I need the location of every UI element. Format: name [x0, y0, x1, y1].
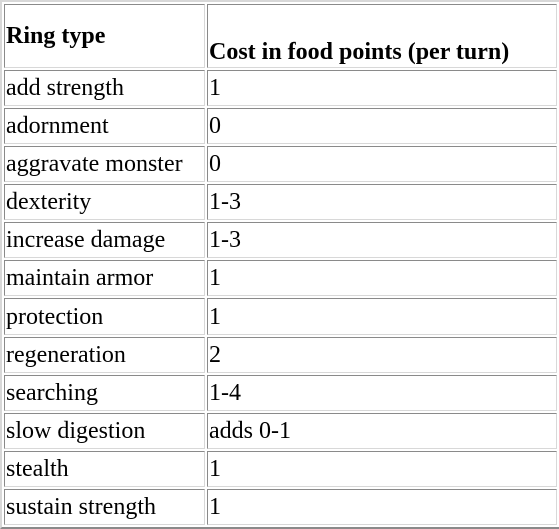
- header-food-cost: Cost in food points (per turn): [207, 4, 557, 68]
- food-cost-cell: 1: [207, 260, 557, 297]
- food-cost-cell: 1: [207, 450, 557, 487]
- food-cost-cell: 1: [207, 70, 557, 107]
- ring-type-cell: protection: [4, 298, 205, 335]
- table-row: adornment 0: [4, 108, 557, 145]
- ring-type-cell: adornment: [4, 108, 205, 145]
- food-cost-cell: 0: [207, 146, 557, 183]
- table-row: dexterity 1-3: [4, 184, 557, 221]
- table-row: searching 1-4: [4, 374, 557, 411]
- food-cost-cell: 1-4: [207, 374, 557, 411]
- table-row: protection 1: [4, 298, 557, 335]
- ring-type-cell: regeneration: [4, 336, 205, 373]
- food-cost-cell: 1: [207, 488, 557, 525]
- ring-type-cell: slow digestion: [4, 412, 205, 449]
- table-row: regeneration 2: [4, 336, 557, 373]
- header-ring-type: Ring type: [4, 4, 205, 68]
- ring-type-cell: searching: [4, 374, 205, 411]
- ring-type-cell: increase damage: [4, 222, 205, 259]
- food-cost-cell: 2: [207, 336, 557, 373]
- food-cost-cell: adds 0-1: [207, 412, 557, 449]
- food-cost-cell: 1-3: [207, 222, 557, 259]
- food-cost-cell: 1: [207, 298, 557, 335]
- table-row: aggravate monster 0: [4, 146, 557, 183]
- ring-type-cell: add strength: [4, 70, 205, 107]
- table-row: maintain armor 1: [4, 260, 557, 297]
- table-row: sustain strength 1: [4, 488, 557, 525]
- table-row: slow digestion adds 0-1: [4, 412, 557, 449]
- ring-type-cell: maintain armor: [4, 260, 205, 297]
- header-row: Ring type Cost in food points (per turn): [4, 4, 557, 68]
- ring-type-cell: aggravate monster: [4, 146, 205, 183]
- food-cost-cell: 1-3: [207, 184, 557, 221]
- ring-type-cell: dexterity: [4, 184, 205, 221]
- ring-type-cell: sustain strength: [4, 488, 205, 525]
- table-row: stealth 1: [4, 450, 557, 487]
- food-cost-cell: 0: [207, 108, 557, 145]
- ring-type-cell: stealth: [4, 450, 205, 487]
- table-row: add strength 1: [4, 70, 557, 107]
- table-row: increase damage 1-3: [4, 222, 557, 259]
